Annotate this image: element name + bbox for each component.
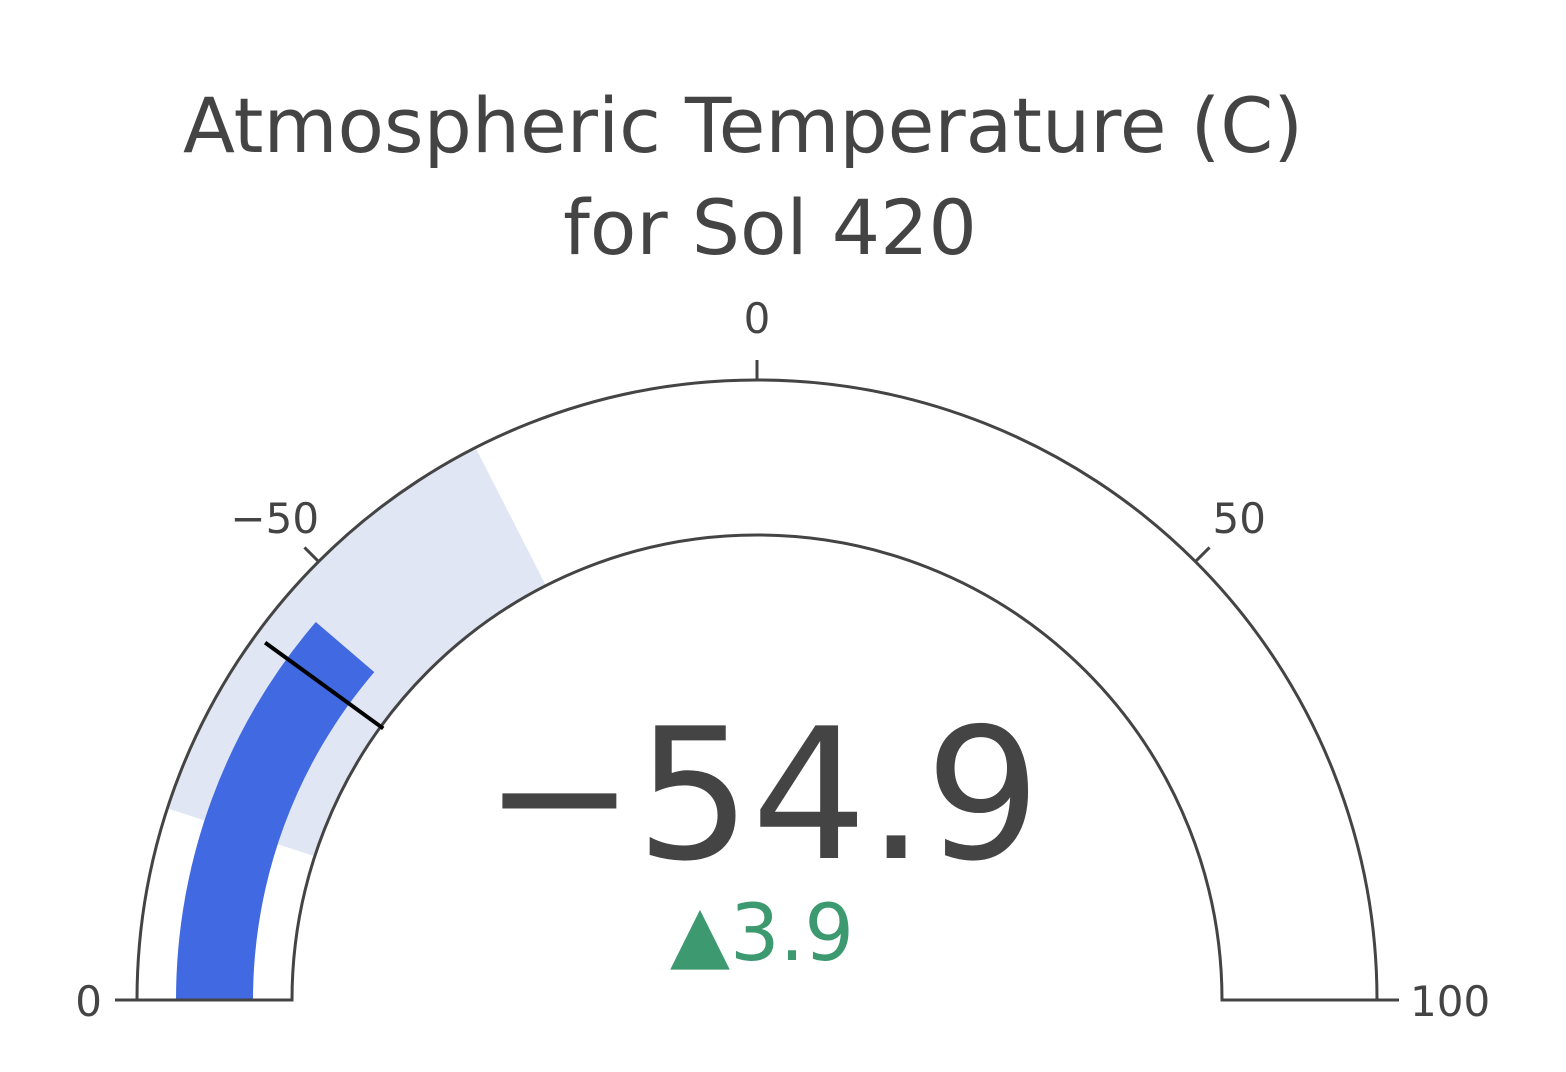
tick-label-end-min: 0 bbox=[75, 977, 102, 1026]
gauge-tick-0 bbox=[303, 546, 320, 563]
tick-label-end-max: 100 bbox=[1410, 977, 1490, 1026]
delta-arrow-icon: ▲ bbox=[670, 889, 730, 979]
gauge-value-bar bbox=[176, 621, 375, 1000]
chart-title-line-2: for Sol 420 bbox=[563, 183, 977, 272]
gauge-delta: ▲3.9 bbox=[670, 889, 854, 979]
gauge-tick-label-0: −50 bbox=[230, 494, 319, 543]
gauge-tick-label-2: 50 bbox=[1213, 494, 1266, 543]
gauge-tick-label-1: 0 bbox=[744, 294, 771, 343]
gauge-value: −54.9 bbox=[483, 689, 1041, 901]
gauge-tick-2 bbox=[1194, 546, 1211, 563]
delta-value: 3.9 bbox=[730, 889, 854, 979]
chart-title-line-1: Atmospheric Temperature (C) bbox=[183, 81, 1303, 170]
gauge-threshold-line bbox=[263, 641, 385, 731]
gauge-outline bbox=[135, 378, 1379, 1002]
